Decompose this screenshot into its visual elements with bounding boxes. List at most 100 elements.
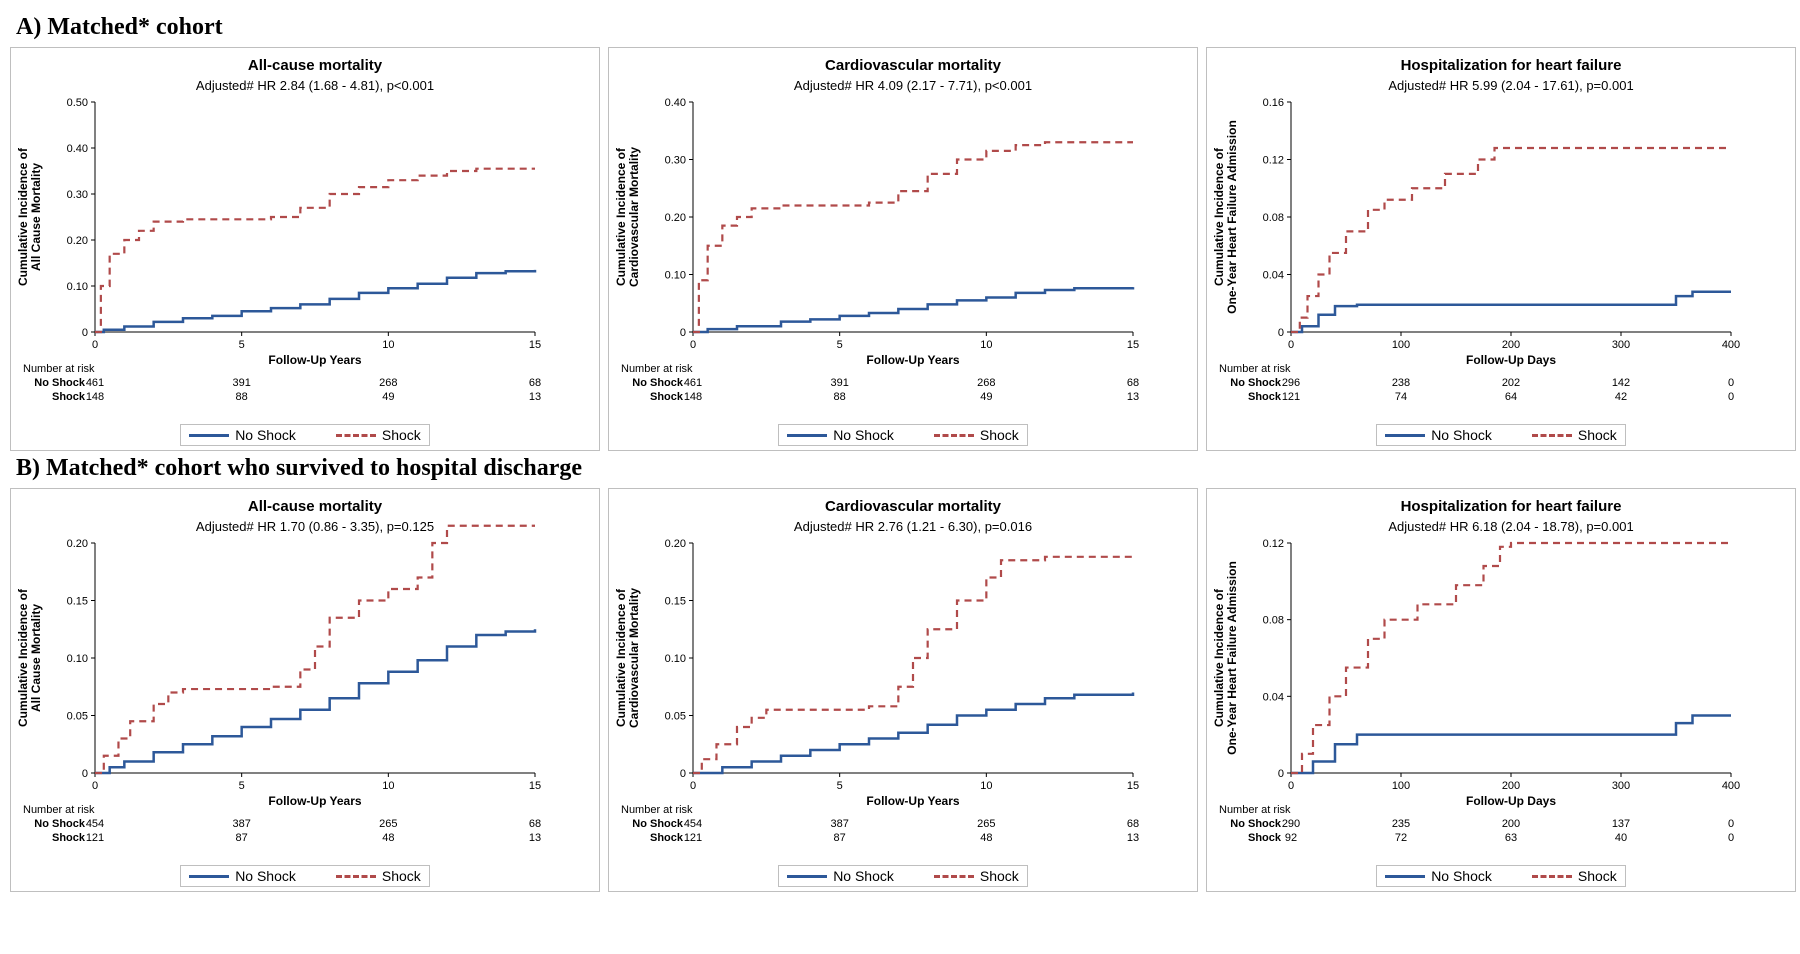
risk-value-no-shock: 268	[977, 377, 995, 389]
y-tick-label: 0.40	[665, 97, 686, 109]
x-axis-label: Follow-Up Years	[866, 794, 959, 808]
km-plot-svg: Hospitalization for heart failure Adjuste…	[1211, 52, 1791, 422]
risk-value-no-shock: 387	[232, 818, 250, 830]
y-axis-label: Cumulative Incidence ofCardiovascular Mo…	[614, 588, 641, 728]
risk-value-shock: 40	[1615, 832, 1627, 844]
risk-value-no-shock: 461	[86, 377, 104, 389]
risk-value-no-shock: 238	[1392, 377, 1410, 389]
y-tick-label: 0.20	[665, 538, 686, 550]
chart-panel: Hospitalization for heart failure Adjuste…	[1206, 488, 1796, 892]
series-no-shock	[1291, 292, 1731, 332]
risk-row-label-shock: Shock	[52, 391, 86, 403]
x-tick-label: 0	[1288, 780, 1294, 792]
y-axis-label: Cumulative Incidence ofOne-Year Heart Fa…	[1212, 561, 1239, 755]
y-tick-label: 0	[82, 768, 88, 780]
risk-value-shock: 148	[684, 391, 702, 403]
x-tick-label: 300	[1612, 780, 1630, 792]
x-tick-label: 10	[382, 339, 394, 351]
y-tick-label: 0	[680, 327, 686, 339]
legend-item-shock: Shock	[336, 868, 421, 884]
risk-value-shock: 92	[1285, 832, 1297, 844]
x-tick-label: 15	[1127, 780, 1139, 792]
risk-value-shock: 74	[1395, 391, 1407, 403]
risk-value-no-shock: 461	[684, 377, 702, 389]
legend-item-shock: Shock	[934, 427, 1019, 443]
chart-subtitle: Adjusted# HR 2.84 (1.68 - 4.81), p<0.001	[196, 78, 434, 93]
legend-label-no-shock: No Shock	[1431, 427, 1492, 443]
series-no-shock	[1291, 716, 1731, 774]
legend-label-shock: Shock	[382, 427, 421, 443]
y-tick-label: 0.16	[1263, 97, 1284, 109]
chart-title: Hospitalization for heart failure	[1401, 498, 1622, 515]
risk-value-no-shock: 0	[1728, 818, 1734, 830]
chart-title: All-cause mortality	[248, 498, 383, 515]
y-tick-label: 0.10	[67, 281, 88, 293]
risk-header: Number at risk	[621, 363, 693, 375]
chart-title: Hospitalization for heart failure	[1401, 57, 1622, 74]
y-tick-label: 0.08	[1263, 212, 1284, 224]
risk-value-shock: 121	[1282, 391, 1300, 403]
legend-item-shock: Shock	[1532, 868, 1617, 884]
y-tick-label: 0.20	[67, 538, 88, 550]
panel-row: All-cause mortality Adjusted# HR 1.70 (0.…	[10, 488, 1790, 892]
risk-row-label-shock: Shock	[650, 832, 684, 844]
chart-subtitle: Adjusted# HR 6.18 (2.04 - 18.78), p=0.00…	[1388, 519, 1633, 534]
risk-value-no-shock: 68	[529, 818, 541, 830]
x-tick-label: 10	[980, 780, 992, 792]
km-plot-svg: All-cause mortality Adjusted# HR 1.70 (0.…	[15, 493, 595, 863]
x-axis-label: Follow-Up Days	[1466, 353, 1556, 367]
risk-row-label-no-shock: No Shock	[632, 377, 684, 389]
risk-row-label-no-shock: No Shock	[1230, 377, 1282, 389]
risk-header: Number at risk	[23, 363, 95, 375]
y-tick-label: 0.05	[67, 711, 88, 723]
risk-value-no-shock: 142	[1612, 377, 1630, 389]
legend-label-shock: Shock	[980, 427, 1019, 443]
x-tick-label: 15	[529, 339, 541, 351]
y-tick-label: 0.30	[67, 189, 88, 201]
risk-value-shock: 49	[382, 391, 394, 403]
x-tick-label: 0	[690, 780, 696, 792]
series-shock	[693, 557, 1133, 773]
section-title: A) Matched* cohort	[16, 14, 1790, 41]
risk-value-shock: 13	[529, 391, 541, 403]
risk-value-shock: 48	[382, 832, 394, 844]
series-no-shock	[95, 270, 535, 332]
legend-item-no-shock: No Shock	[1385, 868, 1492, 884]
risk-row-label-no-shock: No Shock	[34, 377, 86, 389]
legend-item-no-shock: No Shock	[787, 427, 894, 443]
series-shock	[693, 142, 1133, 332]
risk-value-no-shock: 0	[1728, 377, 1734, 389]
y-tick-label: 0.12	[1263, 538, 1284, 550]
y-tick-label: 0	[82, 327, 88, 339]
chart-panel: All-cause mortalityAdjusted# HR 2.84 (1.…	[10, 47, 600, 451]
x-axis-label: Follow-Up Days	[1466, 794, 1556, 808]
legend-item-shock: Shock	[1532, 427, 1617, 443]
risk-row-label-no-shock: No Shock	[34, 818, 86, 830]
legend: No ShockShock	[778, 865, 1028, 887]
risk-row-label-shock: Shock	[1248, 391, 1282, 403]
x-tick-label: 200	[1502, 780, 1520, 792]
chart-subtitle: Adjusted# HR 2.76 (1.21 - 6.30), p=0.016	[794, 519, 1032, 534]
risk-value-shock: 63	[1505, 832, 1517, 844]
risk-value-no-shock: 202	[1502, 377, 1520, 389]
x-tick-label: 5	[239, 780, 245, 792]
x-tick-label: 0	[1288, 339, 1294, 351]
x-tick-label: 0	[92, 339, 98, 351]
y-tick-label: 0.10	[665, 270, 686, 282]
risk-value-no-shock: 387	[830, 818, 848, 830]
risk-value-shock: 64	[1505, 391, 1517, 403]
risk-header: Number at risk	[23, 804, 95, 816]
chart-subtitle: Adjusted# HR 1.70 (0.86 - 3.35), p=0.125	[196, 519, 434, 534]
y-tick-label: 0	[1278, 768, 1284, 780]
risk-row-label-no-shock: No Shock	[632, 818, 684, 830]
legend-label-shock: Shock	[1578, 868, 1617, 884]
y-tick-label: 0.10	[67, 653, 88, 665]
risk-value-no-shock: 68	[1127, 377, 1139, 389]
x-tick-label: 100	[1392, 780, 1410, 792]
chart-subtitle: Adjusted# HR 5.99 (2.04 - 17.61), p=0.00…	[1388, 78, 1633, 93]
series-no-shock	[693, 693, 1133, 774]
risk-value-shock: 87	[834, 832, 846, 844]
risk-value-no-shock: 265	[977, 818, 995, 830]
legend: No Shock Shock	[1376, 865, 1626, 887]
y-tick-label: 0.15	[67, 596, 88, 608]
